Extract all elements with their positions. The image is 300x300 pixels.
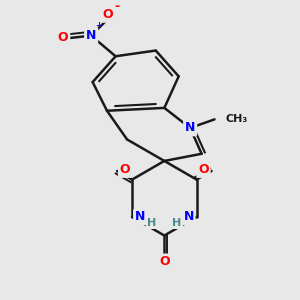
Text: O: O	[159, 255, 170, 268]
Text: N: N	[135, 210, 145, 224]
Text: N: N	[183, 210, 194, 224]
Text: O: O	[198, 163, 209, 176]
Text: H: H	[172, 218, 182, 228]
Text: O: O	[58, 32, 68, 44]
Text: O: O	[102, 8, 112, 21]
Text: -: -	[114, 0, 119, 14]
Text: H: H	[147, 218, 156, 228]
Text: N: N	[86, 29, 96, 42]
Text: N: N	[185, 122, 195, 134]
Text: O: O	[120, 163, 130, 176]
Text: CH₃: CH₃	[225, 114, 248, 124]
Text: +: +	[95, 21, 102, 30]
